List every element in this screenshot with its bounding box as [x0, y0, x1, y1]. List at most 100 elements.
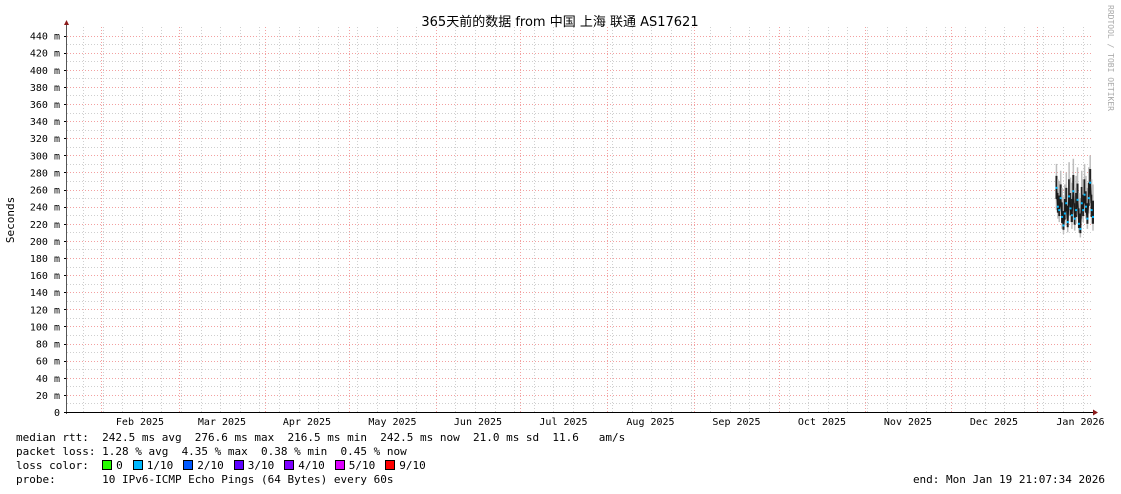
x-tick-label: Feb 2025	[116, 417, 164, 428]
median-point	[1080, 202, 1083, 205]
y-tick-label: 60 m	[36, 357, 60, 368]
loss-color-swatch	[233, 460, 244, 470]
median-point	[1056, 205, 1059, 208]
smoke-core	[1089, 169, 1092, 193]
y-tick-label: 160 m	[30, 271, 60, 282]
median-point	[1079, 227, 1082, 230]
smoke-core	[1083, 179, 1086, 204]
median-point	[1061, 215, 1064, 218]
y-tick-label: 400 m	[30, 66, 60, 77]
median-point	[1063, 212, 1066, 215]
loss-color-swatch	[334, 460, 345, 470]
x-tick-label: Jun 2025	[454, 417, 502, 428]
y-axis-arrow-icon	[64, 20, 69, 25]
median-point	[1082, 209, 1085, 212]
median-point	[1087, 197, 1090, 200]
loss-color-value: 4/10	[298, 459, 325, 472]
median-segment	[1090, 209, 1094, 218]
loss-legend-item: 4/10	[284, 459, 325, 472]
median-segment	[1079, 203, 1083, 229]
y-tick-label: 280 m	[30, 168, 60, 179]
y-tick-label: 140 m	[30, 288, 60, 299]
loss-legend-item: 0	[102, 459, 123, 472]
median-rtt-stats: median rtt: 242.5 ms avg 276.6 ms max 21…	[16, 431, 626, 444]
x-tick-label: Sep 2025	[712, 417, 760, 428]
smoke-core	[1092, 200, 1094, 224]
median-point	[1076, 198, 1079, 201]
median-segment	[1086, 198, 1090, 219]
loss-color-value: 5/10	[348, 459, 376, 472]
y-tick-label: 100 m	[30, 322, 60, 333]
smoke-core	[1065, 187, 1068, 211]
x-tick-label: Apr 2025	[283, 417, 331, 428]
x-tick-label: Jan 2026	[1056, 417, 1104, 428]
loss-color-value: 1/10	[146, 459, 174, 472]
end-time: end: Mon Jan 19 21:07:34 2026	[912, 473, 1105, 486]
smoke-core	[1072, 175, 1075, 203]
y-tick-label: 80 m	[36, 340, 60, 351]
median-point	[1083, 193, 1086, 196]
median-segment	[1083, 194, 1087, 207]
loss-color-swatch	[183, 460, 194, 470]
median-segment	[1073, 209, 1077, 219]
packet-loss-stats: packet loss: 1.28 % avg 4.35 % max 0.38 …	[16, 445, 407, 458]
x-axis-labels: Feb 2025 Mar 2025 Apr 2025 May 2025 Jun 2025…	[116, 417, 1105, 428]
smoke-core	[1068, 179, 1071, 204]
x-tick-label: Mar 2025	[198, 417, 246, 428]
loss-legend-item: 3/10	[233, 459, 275, 472]
y-tick-label: 120 m	[30, 305, 60, 316]
median-point	[1077, 222, 1080, 225]
median-point	[1092, 215, 1094, 218]
rrdtool-watermark: RRDTOOL / TOBI OETIKER	[1106, 5, 1115, 111]
median-point	[1068, 195, 1071, 198]
median-segment	[1068, 196, 1072, 209]
x-tick-label: May 2025	[368, 417, 416, 428]
y-tick-label: 220 m	[30, 220, 60, 231]
y-tick-label: 300 m	[30, 151, 60, 162]
axes	[64, 20, 1098, 416]
y-tick-label: 440 m	[30, 32, 60, 43]
loss-legend-item: 9/10	[385, 459, 426, 472]
median-point	[1075, 209, 1078, 212]
smoke-core	[1080, 186, 1083, 211]
y-tick-label: 320 m	[30, 134, 60, 145]
chart-title: 365天前的数据 from 中国 上海 联通 AS17621	[421, 14, 698, 30]
y-tick-label: 0	[54, 408, 60, 419]
x-tick-label: Dec 2025	[970, 417, 1018, 428]
median-point	[1065, 202, 1068, 205]
smoke-core	[1076, 183, 1079, 208]
median-segment	[1055, 187, 1059, 207]
loss-legend-item: 1/10	[132, 459, 174, 472]
y-tick-label: 180 m	[30, 254, 60, 265]
loss-color-value: 3/10	[247, 459, 275, 472]
median-segment	[1089, 182, 1093, 211]
y-tick-label: 340 m	[30, 117, 60, 128]
median-point	[1066, 221, 1069, 224]
y-axis-labels: 0 20 m 40 m 60 m 80 m 100 m 120 m 140 m 160 m 180…	[30, 32, 67, 419]
loss-color-value: 0	[116, 459, 123, 472]
y-tick-label: 380 m	[30, 83, 60, 94]
x-tick-label: Oct 2025	[798, 417, 846, 428]
median-segment	[1076, 199, 1080, 224]
loss-color-swatch	[385, 460, 396, 470]
median-segment	[1062, 213, 1066, 226]
y-tick-label: 360 m	[30, 100, 60, 111]
y-tick-label: 200 m	[30, 237, 60, 248]
x-tick-label: Jul 2025	[539, 417, 587, 428]
median-point	[1059, 197, 1062, 200]
median-segment	[1072, 191, 1076, 219]
grid	[67, 27, 1093, 412]
loss-legend-item: 5/10	[334, 459, 376, 472]
loss-color-legend: loss color: 0 1/10 2/10 3/10 4/10 5/10 9/10	[16, 459, 436, 473]
median-point	[1058, 209, 1061, 212]
y-tick-label: 240 m	[30, 203, 60, 214]
median-point	[1072, 190, 1075, 193]
smoke-core	[1059, 184, 1062, 206]
y-tick-label: 40 m	[36, 374, 60, 385]
loss-color-value: 2/10	[197, 459, 224, 472]
median-point	[1084, 205, 1087, 208]
loss-legend-item: 2/10	[183, 459, 224, 472]
y-tick-label: 20 m	[36, 391, 60, 402]
loss-color-value: 9/10	[399, 459, 426, 472]
